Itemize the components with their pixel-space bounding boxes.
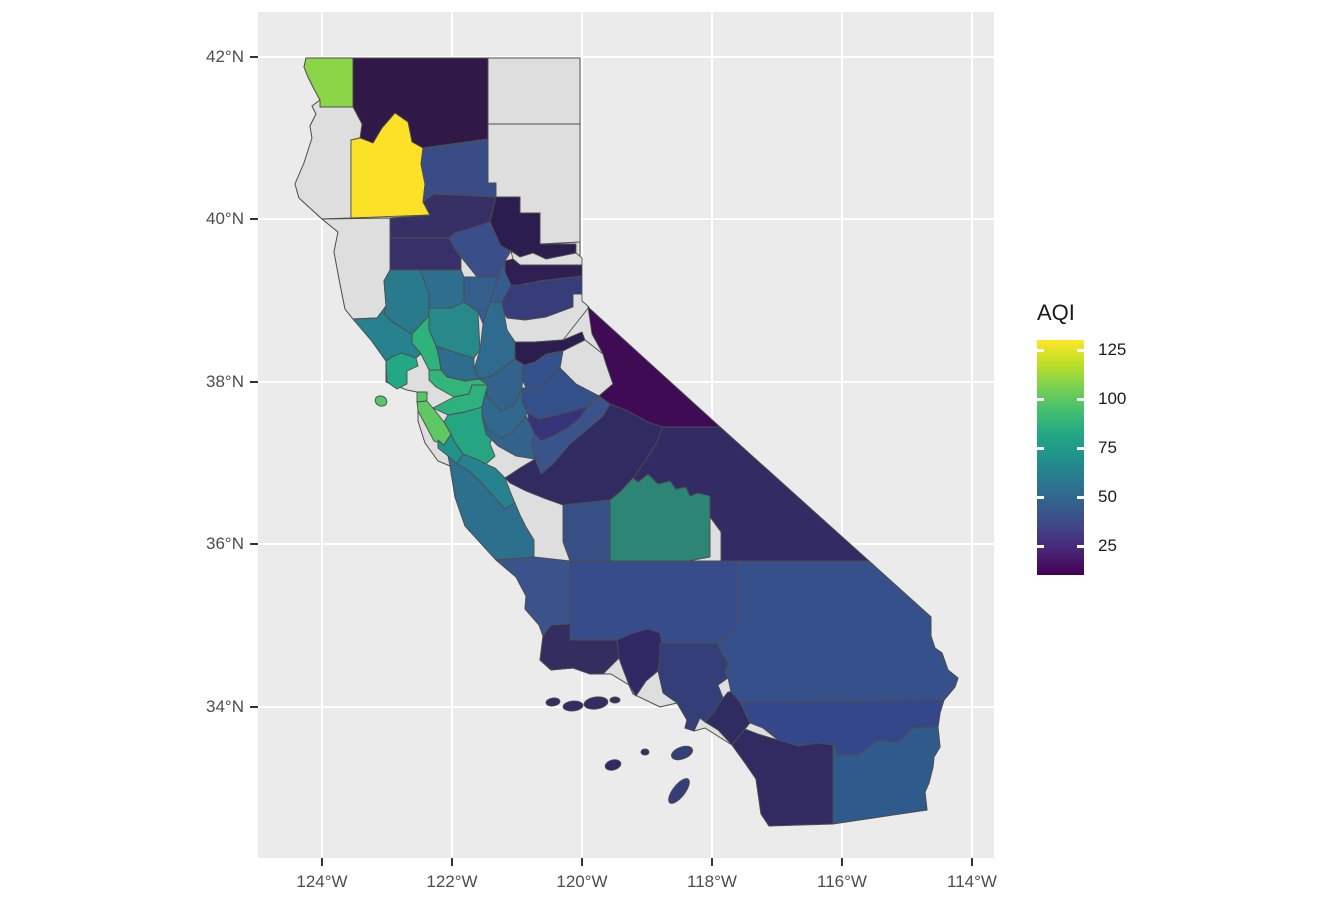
y-axis-tick-label: 42°N <box>206 47 244 66</box>
county-orange <box>704 691 751 746</box>
island-santa-cruz-island <box>583 696 609 710</box>
island-anacapa-island <box>609 696 621 704</box>
x-axis-tick <box>841 858 844 866</box>
county-san-diego <box>731 728 834 827</box>
y-axis-tick-label: 38°N <box>206 372 244 391</box>
legend-tick <box>1037 349 1044 352</box>
island-san-nicolas-island <box>604 759 622 771</box>
x-axis-tick <box>451 858 454 866</box>
island-santa-catalina-island <box>671 745 693 761</box>
x-axis-tick-label: 124°W <box>296 872 348 891</box>
y-axis-tick <box>250 56 258 59</box>
legend-title: AQI <box>1037 300 1075 325</box>
legend-tick <box>1077 545 1084 548</box>
x-axis-tick-label: 122°W <box>426 872 478 891</box>
x-axis-tick-label: 116°W <box>817 872 867 891</box>
y-axis-tick <box>250 218 258 221</box>
california-choropleth-map <box>258 12 994 858</box>
plot-panel <box>258 12 994 858</box>
legend-tick-label: 100 <box>1098 389 1127 408</box>
y-axis-tick-label: 40°N <box>206 209 244 228</box>
county-del-norte <box>303 57 354 108</box>
x-axis-tick <box>581 858 584 866</box>
y-axis-tick-label: 36°N <box>206 534 244 553</box>
x-axis-tick <box>711 858 714 866</box>
x-axis-tick-label: 114°W <box>947 872 997 891</box>
island-santa-barbara-island <box>640 748 650 756</box>
county-imperial <box>832 726 941 825</box>
x-axis-tick-label: 118°W <box>687 872 737 891</box>
island-san-clemente-island <box>668 778 690 804</box>
legend-tick-label: 75 <box>1098 438 1117 457</box>
county-merced <box>481 415 536 460</box>
legend-tick <box>1077 398 1084 401</box>
county-marin <box>385 352 419 390</box>
legend-tick <box>1077 496 1084 499</box>
legend-tick <box>1037 447 1044 450</box>
county-humboldt <box>294 99 363 220</box>
county-kings <box>562 499 611 562</box>
county-mendocino <box>321 217 391 320</box>
legend-tick-label: 25 <box>1098 536 1117 555</box>
county-siskiyou <box>352 57 489 149</box>
y-axis-tick <box>250 381 258 384</box>
county-san-francisco <box>416 391 428 403</box>
county-monterey <box>447 455 535 561</box>
legend-colorbar <box>1037 340 1084 575</box>
legend-tick <box>1077 447 1084 450</box>
legend-tick <box>1037 398 1044 401</box>
x-axis-tick <box>321 858 324 866</box>
legend-tick <box>1037 496 1044 499</box>
county-glenn <box>389 237 462 271</box>
x-axis-tick <box>971 858 974 866</box>
island-san-miguel-island <box>545 697 561 707</box>
island-farallon-islands <box>374 395 388 407</box>
county-shasta <box>420 138 497 203</box>
y-axis-tick <box>250 706 258 709</box>
legend-tick <box>1077 349 1084 352</box>
county-mono <box>587 306 721 428</box>
legend-tick-label: 50 <box>1098 487 1117 506</box>
y-axis-tick-label: 34°N <box>206 697 244 716</box>
y-axis-tick <box>250 543 258 546</box>
legend-tick-label: 125 <box>1098 340 1127 359</box>
island-santa-rosa-island <box>562 700 584 712</box>
county-modoc <box>487 57 581 125</box>
county-ventura <box>616 628 664 697</box>
legend-tick <box>1037 545 1044 548</box>
x-axis-tick-label: 120°W <box>556 872 608 891</box>
county-san-bernardino <box>717 560 959 703</box>
